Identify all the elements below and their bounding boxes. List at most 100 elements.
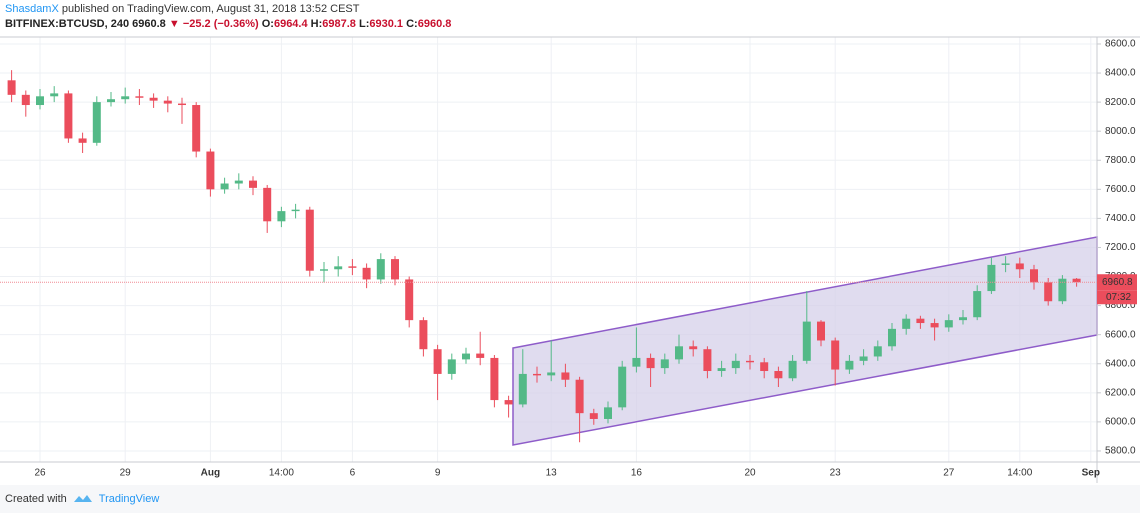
- candle-body: [504, 400, 513, 405]
- candle-body: [277, 211, 286, 222]
- candle-body: [92, 102, 101, 143]
- candle-body: [888, 328, 896, 347]
- ohlc: O:6964.4 H:6987.8 L:6930.1 C:6960.8: [262, 18, 452, 30]
- candle-body: [547, 372, 556, 376]
- candle-body: [1015, 263, 1024, 270]
- candle-body: [1044, 282, 1053, 302]
- candle-body: [859, 356, 868, 361]
- last-price-tag: [1097, 274, 1137, 291]
- y-tick-label: 6000.0: [1105, 417, 1136, 428]
- candle-body: [206, 151, 215, 190]
- candle-body: [788, 360, 797, 379]
- candle-body: [902, 318, 911, 329]
- last-price-label: 6960.8: [1102, 277, 1133, 288]
- candle-body: [831, 340, 840, 370]
- candle-body: [334, 266, 343, 270]
- candle-body: [178, 103, 186, 106]
- candle-body: [817, 321, 825, 341]
- y-tick-label: 6200.0: [1105, 387, 1136, 398]
- last-price: 6960.8: [132, 18, 166, 30]
- y-tick-label: 8000.0: [1105, 126, 1136, 137]
- candle-body: [589, 413, 598, 419]
- candle-body: [348, 266, 357, 268]
- countdown-label: 07:32: [1106, 292, 1131, 303]
- x-tick-label: 26: [34, 468, 46, 479]
- logo-shape: [73, 495, 92, 502]
- candle-body: [149, 97, 158, 101]
- candle-body: [234, 180, 243, 184]
- y-tick-label: 8200.0: [1105, 97, 1136, 108]
- candle-body: [50, 93, 59, 97]
- y-tick-label: 8400.0: [1105, 68, 1136, 79]
- candle-body: [930, 323, 939, 328]
- candle-body: [107, 99, 115, 103]
- candle-body: [987, 264, 996, 292]
- x-tick-label: 23: [830, 468, 842, 479]
- candle-body: [21, 94, 30, 106]
- x-tick-label: 9: [435, 468, 441, 479]
- candle-body: [121, 96, 130, 100]
- candle-body: [64, 93, 73, 139]
- candle-body: [746, 360, 754, 363]
- candle-body: [476, 353, 485, 358]
- publish-line: ShasdamX published on TradingView.com, A…: [5, 2, 1140, 17]
- y-tick-label: 7400.0: [1105, 213, 1136, 224]
- candle-body: [944, 320, 953, 328]
- ohlc-value: 6987.8: [322, 18, 356, 30]
- candle-body: [518, 373, 527, 405]
- candle-body: [660, 359, 669, 369]
- candle-body: [916, 318, 925, 324]
- countdown-tag: [1097, 290, 1137, 305]
- candle-body: [220, 183, 229, 190]
- candle-body: [533, 373, 541, 376]
- candle-body: [320, 269, 328, 271]
- candle-body: [604, 407, 612, 419]
- logo: [73, 495, 92, 502]
- candle-body: [305, 209, 314, 271]
- candle-body: [7, 80, 16, 95]
- candle-body: [845, 360, 854, 370]
- ohlc-label: O:: [261, 18, 274, 30]
- candle-body: [433, 349, 442, 374]
- x-tick-label: 14:00: [1007, 468, 1032, 479]
- candle-body: [632, 357, 641, 367]
- x-tick-label: 20: [744, 468, 756, 479]
- candle-body: [362, 267, 371, 280]
- candle-body: [490, 357, 499, 401]
- candle-body: [36, 96, 44, 106]
- change: −25.2 (−0.36%): [182, 18, 259, 30]
- y-tick-label: 7200.0: [1105, 242, 1136, 253]
- candle-body: [959, 317, 967, 321]
- x-tick-label: Sep: [1082, 468, 1100, 479]
- candle-body: [405, 279, 414, 321]
- candle-body: [291, 209, 300, 212]
- y-tick-label: 6800.0: [1105, 300, 1136, 311]
- x-tick-label: 16: [631, 468, 643, 479]
- footer: Created with TradingView: [0, 485, 1140, 513]
- candle-body: [462, 353, 470, 360]
- author[interactable]: ShasdamX: [5, 3, 59, 15]
- brand[interactable]: TradingView: [98, 493, 160, 505]
- candle-body: [135, 96, 144, 98]
- ohlc-value: 6930.1: [369, 18, 404, 30]
- candle-body: [78, 138, 87, 143]
- candle-body: [419, 320, 428, 350]
- candle-body: [447, 359, 456, 374]
- candle-body: [192, 105, 201, 152]
- symbol-line: BITFINEX:BTCUSD, 240 6960.8 ▼ −25.2 (−0.…: [5, 17, 1140, 32]
- candle-body: [802, 321, 811, 361]
- published: published on TradingView.com, August 31,…: [61, 3, 360, 15]
- candle-body: [1058, 278, 1067, 302]
- candle-body: [1030, 269, 1038, 283]
- y-tick-label: 7600.0: [1105, 184, 1136, 195]
- y-tick-label: 8600.0: [1105, 39, 1136, 50]
- candle-body: [774, 371, 783, 379]
- candle-body: [973, 291, 982, 318]
- y-tick-label: 6400.0: [1105, 358, 1136, 369]
- candle-body: [760, 362, 769, 372]
- candle-body: [376, 259, 385, 280]
- x-tick-label: 6: [350, 468, 356, 479]
- candle-body: [689, 346, 698, 350]
- candle-body: [575, 379, 584, 414]
